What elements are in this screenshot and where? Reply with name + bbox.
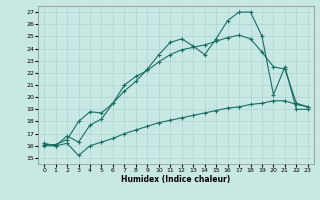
X-axis label: Humidex (Indice chaleur): Humidex (Indice chaleur): [121, 175, 231, 184]
